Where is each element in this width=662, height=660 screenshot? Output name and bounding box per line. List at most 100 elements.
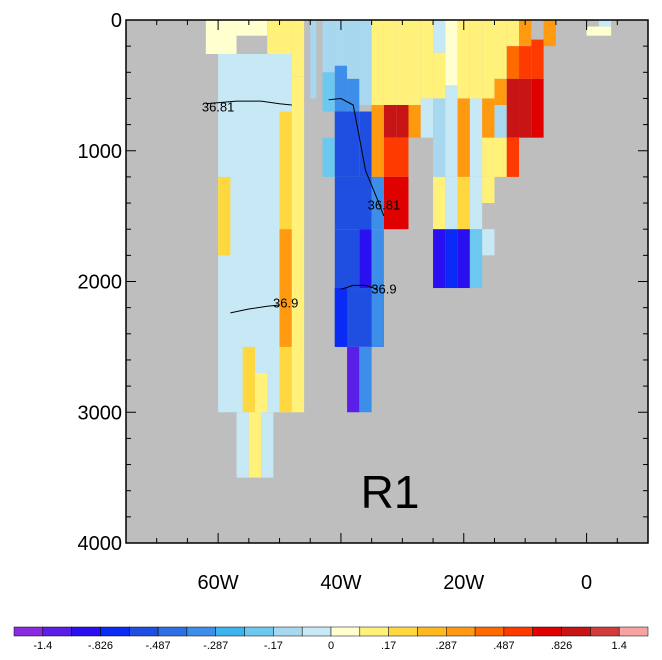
heatmap-cell (334, 288, 348, 347)
heatmap-cell (254, 373, 268, 413)
contour-label: 36.9 (371, 281, 396, 296)
heatmap-cell (236, 412, 249, 478)
heatmap-cell (445, 176, 458, 230)
colorbar-swatch (100, 626, 130, 637)
heatmap-cell (347, 346, 360, 413)
heatmap-cell (531, 78, 544, 138)
colorbar-swatch (244, 626, 274, 637)
contour-line (205, 100, 292, 106)
heatmap-cell (279, 229, 292, 308)
heatmap-cell (494, 137, 507, 177)
colorbar-label: -.287 (203, 640, 228, 652)
heatmap-cell (433, 176, 446, 230)
y-tick-label: 3000 (78, 402, 123, 424)
colorbar-label: -.17 (264, 640, 283, 652)
colorbar-swatch (446, 626, 476, 637)
heatmap-cell (519, 20, 532, 47)
colorbar-label: .826 (551, 640, 572, 652)
heatmap-cell (506, 20, 520, 47)
colorbar-swatch (215, 626, 245, 637)
heatmap-cell (457, 98, 470, 177)
y-tick-label: 1000 (78, 141, 123, 163)
heatmap-cell (334, 111, 360, 177)
heatmap-cell (359, 20, 372, 105)
colorbar-swatch (532, 626, 562, 637)
heatmap-cell (408, 104, 421, 138)
colorbar-swatch (359, 626, 389, 637)
heatmap-cell (371, 104, 384, 177)
heatmap-cell (322, 20, 335, 73)
heatmap-cell (519, 46, 532, 79)
heatmap-cell (359, 229, 372, 289)
heatmap-cell (482, 20, 495, 99)
y-tick-label: 2000 (78, 272, 123, 294)
colorbar-swatch (301, 626, 332, 637)
heatmap-cell (506, 46, 520, 79)
heatmap-cell (469, 176, 483, 230)
colorbar-label: .487 (493, 640, 514, 652)
heatmap-cell (482, 98, 495, 138)
colorbar-swatch (417, 626, 447, 637)
heatmap-cell (383, 137, 409, 177)
panel-label: R1 (361, 466, 420, 518)
x-axis: 60W 40W 20W 0 (156, 20, 649, 594)
heatmap-cell (236, 20, 268, 36)
heatmap-cell (445, 85, 458, 177)
colorbar-label: .287 (436, 640, 457, 652)
heatmap-cell (371, 176, 384, 230)
colorbar-swatch (186, 626, 216, 637)
heatmap-cell (506, 137, 520, 177)
colorbar-swatch (618, 626, 649, 637)
contour-lines: 36.81 36.81 36.9 36.9 (202, 97, 401, 314)
colorbar-swatch (157, 626, 188, 637)
x-tick-label: 40W (320, 572, 361, 594)
colorbar-swatch (590, 626, 620, 637)
contour-label: 36.81 (368, 198, 401, 213)
heatmap-cell (494, 20, 507, 79)
heatmap-cell (371, 20, 384, 105)
y-tick-label: 4000 (78, 533, 123, 555)
heatmap-cell (457, 176, 470, 230)
heatmap-cell (543, 20, 556, 47)
colorbar-label: .17 (381, 640, 396, 652)
contour-line (230, 304, 280, 314)
contour-label: 36.9 (273, 296, 298, 311)
heatmap-cell (359, 111, 372, 177)
heatmap-cell (334, 176, 372, 230)
heatmap-cell (322, 137, 335, 177)
contour-line (340, 284, 378, 290)
heatmap-cell (433, 20, 446, 53)
colorbar-swatch (388, 626, 418, 637)
heatmap-cell (519, 78, 532, 138)
heatmap-cell (291, 76, 305, 413)
heatmap-cell (482, 229, 495, 256)
colorbar-swatch (273, 626, 303, 637)
colorbar-label: 1.4 (612, 640, 627, 652)
colorbar-swatch (561, 626, 591, 637)
heatmap-cell (494, 104, 507, 138)
heatmap-cell (420, 20, 434, 99)
colorbar: -1.4 -.826 -.487 -.287 -.17 0 .17 .287 .487 .826 1… (13, 626, 649, 652)
colorbar-swatch (13, 626, 44, 637)
heatmap-cell (347, 20, 360, 79)
heatmap-cell (433, 52, 446, 99)
contour-label: 36.81 (202, 100, 235, 115)
heatmap-cell (248, 412, 262, 478)
colorbar-swatch (71, 626, 101, 637)
colorbar-swatch (129, 626, 159, 637)
heatmap-cell (433, 229, 446, 289)
heatmap-cell (433, 98, 446, 177)
heatmap-cell (371, 288, 384, 347)
heatmap-cell (586, 26, 612, 36)
heatmap-cell (457, 20, 470, 99)
heatmap-cell (371, 229, 384, 289)
heatmap-cell (242, 346, 255, 413)
heatmap-cell (322, 72, 335, 112)
heatmap-cell (310, 20, 317, 99)
colorbar-label: -.826 (88, 640, 113, 652)
heatmap-cell (598, 20, 612, 27)
plot-area: 36.81 36.81 36.9 36.9 60W 40W 20W 0 0 1000 2000 3… (78, 10, 649, 594)
heatmap-cell (218, 176, 231, 256)
heatmap-cell (420, 98, 434, 138)
heatmap-cell (383, 176, 409, 230)
